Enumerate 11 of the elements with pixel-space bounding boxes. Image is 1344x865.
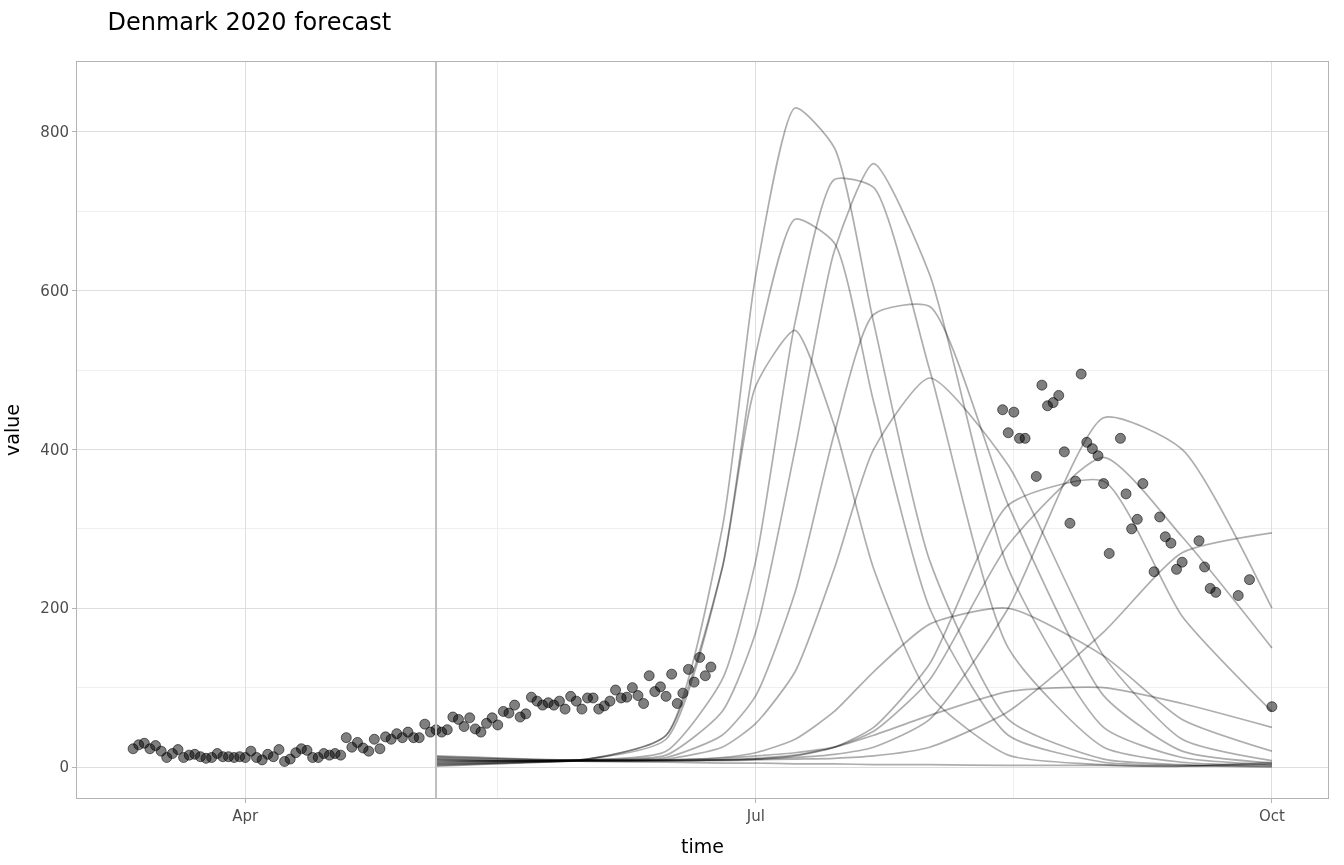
y-tick-label: 400 bbox=[40, 440, 69, 459]
y-tick-label: 0 bbox=[59, 758, 69, 777]
y-tick-label: 600 bbox=[40, 281, 69, 300]
x-tick-label: Oct bbox=[1258, 807, 1285, 825]
y-tick-label: 200 bbox=[40, 599, 69, 618]
x-axis-title: time bbox=[681, 834, 724, 857]
y-tick-label: 800 bbox=[40, 123, 69, 142]
x-tick-label: Apr bbox=[232, 807, 260, 825]
x-tick-label: Jul bbox=[745, 807, 765, 825]
y-axis-title: value bbox=[1, 404, 24, 456]
chart-title: Denmark 2020 forecast bbox=[107, 7, 392, 36]
